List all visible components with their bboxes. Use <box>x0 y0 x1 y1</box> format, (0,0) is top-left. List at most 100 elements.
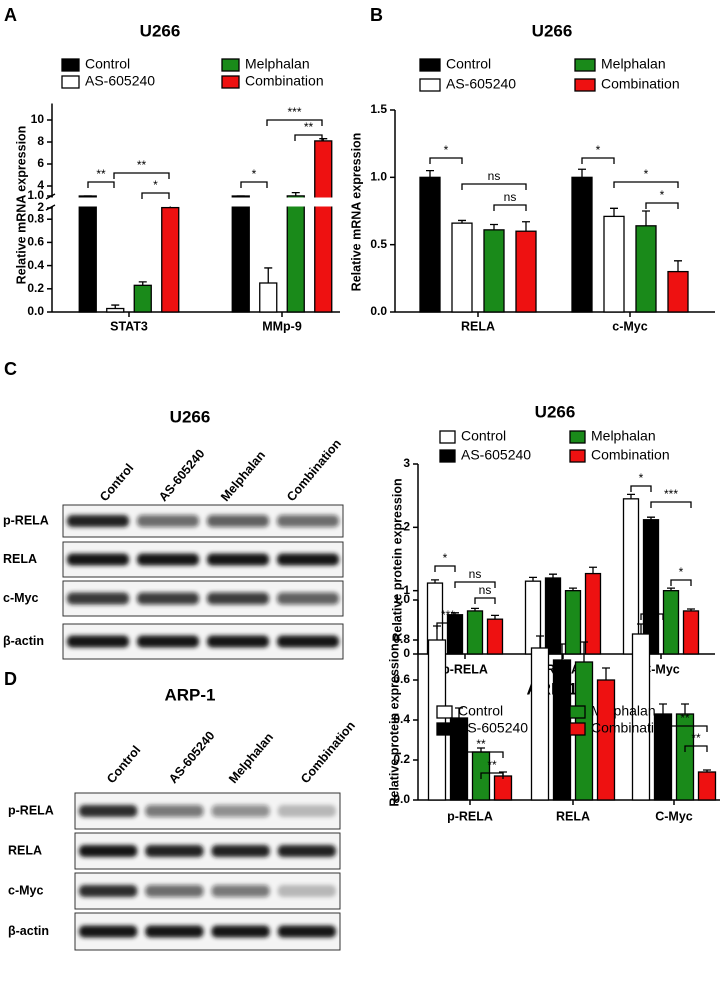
sig-bracket <box>294 134 323 141</box>
sig-bracket <box>434 565 456 572</box>
error-bar <box>529 576 537 582</box>
blot-band <box>277 805 336 817</box>
bar <box>515 230 537 313</box>
error-bar <box>580 641 588 662</box>
blot-band <box>207 553 269 566</box>
sig-label: * <box>644 167 649 181</box>
sig-label: * <box>444 143 449 157</box>
legend-label: Combination <box>245 73 324 89</box>
blot-band <box>277 553 339 566</box>
y-tick-label: 1.0 <box>370 170 387 184</box>
bar <box>571 176 593 313</box>
blot-band <box>211 805 270 817</box>
x-tick-label: c-Myc <box>612 319 647 333</box>
sig-label: ** <box>137 158 147 172</box>
sig-bracket <box>458 751 504 758</box>
bar <box>161 206 180 313</box>
sig-label: ns <box>479 583 492 597</box>
legend-label: Control <box>85 56 130 72</box>
sig-label: ns <box>504 190 517 204</box>
blot-band <box>277 592 339 605</box>
y-tick-label: 6 <box>37 156 44 170</box>
error-bar <box>627 493 635 499</box>
error-bar <box>681 703 689 714</box>
sig-bracket <box>493 204 527 211</box>
legend-label: Melphalan <box>601 56 666 72</box>
error-bar <box>667 587 675 591</box>
x-tick-label: MMp-9 <box>262 319 302 333</box>
sig-label: * <box>153 178 158 192</box>
x-tick-label: STAT3 <box>110 319 148 333</box>
panel-label: B <box>370 5 383 25</box>
y-tick-label: 0.4 <box>393 712 410 726</box>
error-bar <box>703 769 711 772</box>
y-tick-label: 0.0 <box>27 304 44 318</box>
sig-bracket <box>581 157 615 164</box>
y-tick-label: 0 <box>403 646 410 660</box>
blot-band <box>277 515 339 527</box>
error-bar <box>111 304 120 309</box>
blot-band <box>277 925 336 938</box>
blot-band <box>137 592 199 605</box>
blot-title: U266 <box>170 407 211 426</box>
error-bar <box>536 635 544 648</box>
blot-band <box>137 515 199 527</box>
sig-label: ns <box>488 169 501 183</box>
bar <box>78 195 97 313</box>
lane-label: Combination <box>284 437 344 505</box>
error-bar <box>451 612 459 615</box>
bar <box>596 679 616 801</box>
row-label: RELA <box>3 552 37 566</box>
lane-label: Melphalan <box>226 730 276 786</box>
error-bar <box>637 623 645 634</box>
sig-bracket <box>645 202 679 209</box>
row-label: p-RELA <box>3 513 49 527</box>
y-tick-label: 2 <box>403 520 410 534</box>
row-label: c-Myc <box>3 591 38 605</box>
x-tick-label: p-RELA <box>442 662 488 676</box>
blot-band <box>79 925 138 938</box>
blot-band <box>67 515 129 527</box>
bar <box>675 713 695 801</box>
error-bar <box>319 138 328 141</box>
sig-label: ** <box>680 711 690 725</box>
sig-label: ** <box>96 167 106 181</box>
blot-band <box>145 885 204 897</box>
legend-label: Combination <box>601 76 680 92</box>
y-tick-label: 4 <box>37 178 44 192</box>
bar <box>451 222 473 313</box>
legend-label: AS-605240 <box>458 720 528 736</box>
lane-label: Combination <box>298 719 358 787</box>
legend-label: Combination <box>591 447 670 463</box>
y-tick-label: 3 <box>403 456 410 470</box>
y-axis-title: Relative protein expression <box>390 478 404 641</box>
error-bar <box>138 281 147 286</box>
blot-band <box>137 635 199 648</box>
blot-band <box>79 805 138 817</box>
blot-band <box>211 925 270 938</box>
sig-bracket <box>670 579 692 586</box>
error-bar <box>291 191 300 196</box>
blot-band <box>207 635 269 648</box>
error-bar <box>431 579 439 584</box>
bar <box>314 140 333 313</box>
y-tick-label: 8 <box>37 134 44 148</box>
y-tick-label: 1 <box>403 583 410 597</box>
bar <box>286 195 305 313</box>
axis-break <box>44 197 340 207</box>
sig-bracket <box>454 581 496 588</box>
y-tick-label: 1.0 <box>393 592 410 606</box>
bar <box>231 195 250 313</box>
sig-label: * <box>596 143 601 157</box>
blot-band <box>145 925 204 938</box>
blot-band <box>79 845 138 857</box>
break-mark <box>45 193 56 211</box>
row-label: RELA <box>8 843 42 857</box>
bar <box>493 775 513 801</box>
row-label: c-Myc <box>8 883 43 897</box>
chart-title: U266 <box>140 21 181 40</box>
blot-band <box>207 592 269 605</box>
y-tick-label: 2 <box>37 200 44 214</box>
panel-label: C <box>4 359 17 379</box>
legend-swatch <box>419 78 441 92</box>
